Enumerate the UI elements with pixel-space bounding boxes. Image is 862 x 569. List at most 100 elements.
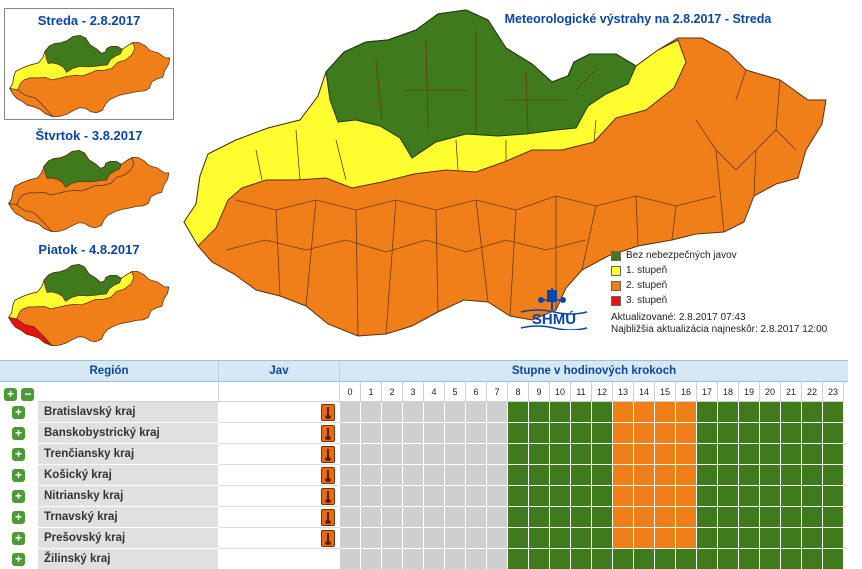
hour-level-cell — [781, 486, 802, 507]
hour-label: 17 — [697, 382, 718, 402]
hour-label: 15 — [655, 382, 676, 402]
region-name[interactable]: Košický kraj — [38, 465, 218, 486]
hour-level-cell — [550, 465, 571, 486]
expand-row-button[interactable]: + — [12, 511, 25, 524]
hour-level-cell — [760, 549, 781, 569]
thermometer-icon[interactable] — [321, 509, 335, 526]
region-name[interactable]: Banskobystrický kraj — [38, 423, 218, 444]
day-thumbnail[interactable]: Piatok - 4.8.2017 — [4, 238, 174, 350]
thermometer-icon[interactable] — [321, 467, 335, 484]
hour-level-cell — [487, 549, 508, 569]
region-name[interactable]: Trenčiansky kraj — [38, 444, 218, 465]
legend-swatch — [611, 265, 621, 276]
hour-level-cell — [634, 465, 655, 486]
hour-level-cell — [781, 423, 802, 444]
thermometer-icon[interactable] — [321, 530, 335, 547]
hour-level-cell — [760, 423, 781, 444]
hour-level-cell — [508, 507, 529, 528]
hours-row-spacer-region — [38, 382, 219, 402]
thermometer-icon[interactable] — [321, 488, 335, 505]
hour-level-cell — [655, 486, 676, 507]
slovakia-warning-map[interactable] — [176, 0, 836, 345]
hour-level-cell — [739, 465, 760, 486]
hour-level-cell — [655, 402, 676, 423]
hour-level-cell — [739, 507, 760, 528]
hour-level-cell — [739, 402, 760, 423]
hour-level-cell — [634, 507, 655, 528]
hour-level-cell — [487, 444, 508, 465]
expand-row-button[interactable]: + — [12, 406, 25, 419]
day-thumbnail[interactable]: Streda - 2.8.2017 — [4, 8, 174, 120]
hour-level-cell — [403, 507, 424, 528]
hour-level-cell — [403, 444, 424, 465]
hour-level-cell — [655, 444, 676, 465]
expand-row-button[interactable]: + — [12, 469, 25, 482]
hour-level-cell — [424, 444, 445, 465]
hour-label: 21 — [781, 382, 802, 402]
expand-row-button[interactable]: + — [12, 448, 25, 461]
hour-level-cell — [592, 402, 613, 423]
hour-level-cell — [529, 549, 550, 569]
hour-level-cell — [613, 444, 634, 465]
legend-item: Bez nebezpečných javov — [611, 248, 737, 263]
district-borders — [225, 30, 797, 337]
legend-item: 1. stupeň — [611, 263, 737, 278]
hour-level-cell — [529, 444, 550, 465]
hour-label: 22 — [802, 382, 823, 402]
hour-level-cell — [571, 486, 592, 507]
hour-level-cell — [655, 423, 676, 444]
expand-row-button[interactable]: + — [12, 427, 25, 440]
hour-level-cell — [718, 549, 739, 569]
day-thumbnail-title[interactable]: Piatok - 4.8.2017 — [38, 242, 140, 257]
region-name[interactable]: Bratislavský kraj — [38, 402, 218, 423]
hour-level-cell — [613, 402, 634, 423]
legend-swatch — [611, 295, 621, 306]
hour-label: 14 — [634, 382, 655, 402]
expand-all-button[interactable]: + — [4, 388, 17, 401]
thermometer-icon[interactable] — [321, 404, 335, 421]
table-row: + Bratislavský kraj — [0, 402, 848, 423]
table-row: + Trenčiansky kraj — [0, 444, 848, 465]
hour-level-cell — [739, 423, 760, 444]
hour-label: 13 — [613, 382, 634, 402]
hour-level-cell — [529, 423, 550, 444]
hour-level-cell — [466, 528, 487, 549]
region-name[interactable]: Prešovský kraj — [38, 528, 218, 549]
legend-swatch — [611, 280, 621, 291]
hour-level-cell — [823, 507, 844, 528]
table-row: + Banskobystrický kraj — [0, 423, 848, 444]
region-name[interactable]: Trnavský kraj — [38, 507, 218, 528]
expand-row-button[interactable]: + — [12, 553, 25, 566]
day-thumbnail-title[interactable]: Štvrtok - 3.8.2017 — [35, 128, 143, 143]
day-thumbnail[interactable]: Štvrtok - 3.8.2017 — [4, 124, 174, 236]
day-thumbnail-title[interactable]: Streda - 2.8.2017 — [37, 13, 141, 28]
hour-level-cell — [613, 465, 634, 486]
hour-level-cell — [781, 528, 802, 549]
region-name[interactable]: Žilinský kraj — [38, 549, 218, 569]
header-hours: Stupne v hodinových krokoch — [511, 365, 677, 377]
hour-level-cell — [466, 423, 487, 444]
hour-label: 16 — [676, 382, 697, 402]
hour-level-cell — [466, 507, 487, 528]
hour-level-cell — [760, 528, 781, 549]
hour-level-cell — [340, 549, 361, 569]
table-row: + Prešovský kraj — [0, 528, 848, 549]
collapse-all-button[interactable]: − — [21, 388, 35, 401]
thermometer-icon[interactable] — [321, 425, 335, 442]
hour-level-cell — [760, 507, 781, 528]
hour-level-cell — [676, 444, 697, 465]
thermometer-icon[interactable] — [321, 446, 335, 463]
hour-level-cell — [424, 549, 445, 569]
hour-level-cell — [823, 465, 844, 486]
hour-level-cell — [781, 402, 802, 423]
hour-level-cell — [361, 549, 382, 569]
hour-level-cell — [550, 444, 571, 465]
hour-level-cell — [823, 423, 844, 444]
expand-row-button[interactable]: + — [12, 532, 25, 545]
hour-level-cell — [781, 465, 802, 486]
day-thumbnail-map — [7, 264, 170, 347]
expand-row-button[interactable]: + — [12, 490, 25, 503]
hour-level-cell — [613, 549, 634, 569]
region-name[interactable]: Nitriansky kraj — [38, 486, 218, 507]
hour-level-cell — [445, 465, 466, 486]
